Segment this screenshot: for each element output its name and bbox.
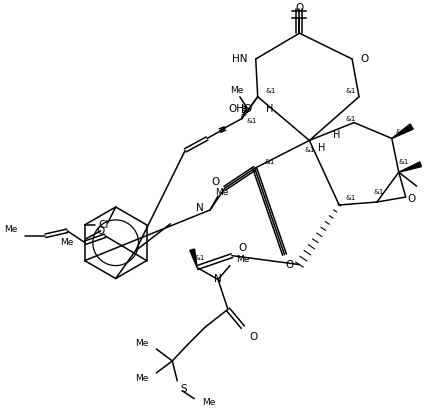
Text: Me: Me	[4, 225, 17, 234]
Text: O: O	[97, 226, 105, 236]
Text: O: O	[408, 194, 416, 204]
Text: O: O	[212, 177, 220, 187]
Text: H: H	[266, 104, 273, 114]
Text: &1: &1	[247, 118, 257, 124]
Text: O: O	[250, 332, 258, 342]
Text: S: S	[180, 384, 187, 394]
Text: &1: &1	[374, 189, 384, 195]
Text: O: O	[285, 260, 293, 270]
Text: Me: Me	[215, 187, 229, 196]
Text: Me: Me	[202, 398, 215, 407]
Text: Me: Me	[61, 238, 74, 247]
Text: &1: &1	[396, 129, 406, 136]
Text: &1: &1	[195, 255, 205, 261]
Text: Me: Me	[230, 86, 243, 95]
Text: O: O	[295, 3, 303, 13]
Text: &1: &1	[399, 159, 409, 165]
Text: Me: Me	[236, 255, 249, 264]
Text: H: H	[318, 143, 325, 153]
Text: Me: Me	[135, 339, 148, 348]
Text: Me: Me	[135, 374, 148, 383]
Text: O: O	[360, 54, 368, 64]
Polygon shape	[399, 162, 421, 172]
Text: &1: &1	[346, 115, 356, 122]
Text: &1: &1	[346, 88, 356, 94]
Text: N: N	[196, 203, 204, 213]
Text: O: O	[239, 243, 247, 253]
Text: O: O	[243, 104, 252, 114]
Text: N: N	[214, 275, 222, 284]
Text: &1: &1	[304, 148, 315, 153]
Text: H: H	[332, 130, 340, 141]
Text: &1: &1	[264, 159, 275, 165]
Text: Cl: Cl	[99, 220, 109, 230]
Text: HN: HN	[232, 54, 248, 64]
Text: &1: &1	[266, 88, 276, 94]
Polygon shape	[190, 249, 197, 268]
Text: OH: OH	[229, 104, 245, 114]
Text: &1: &1	[346, 195, 356, 201]
Polygon shape	[392, 124, 413, 139]
